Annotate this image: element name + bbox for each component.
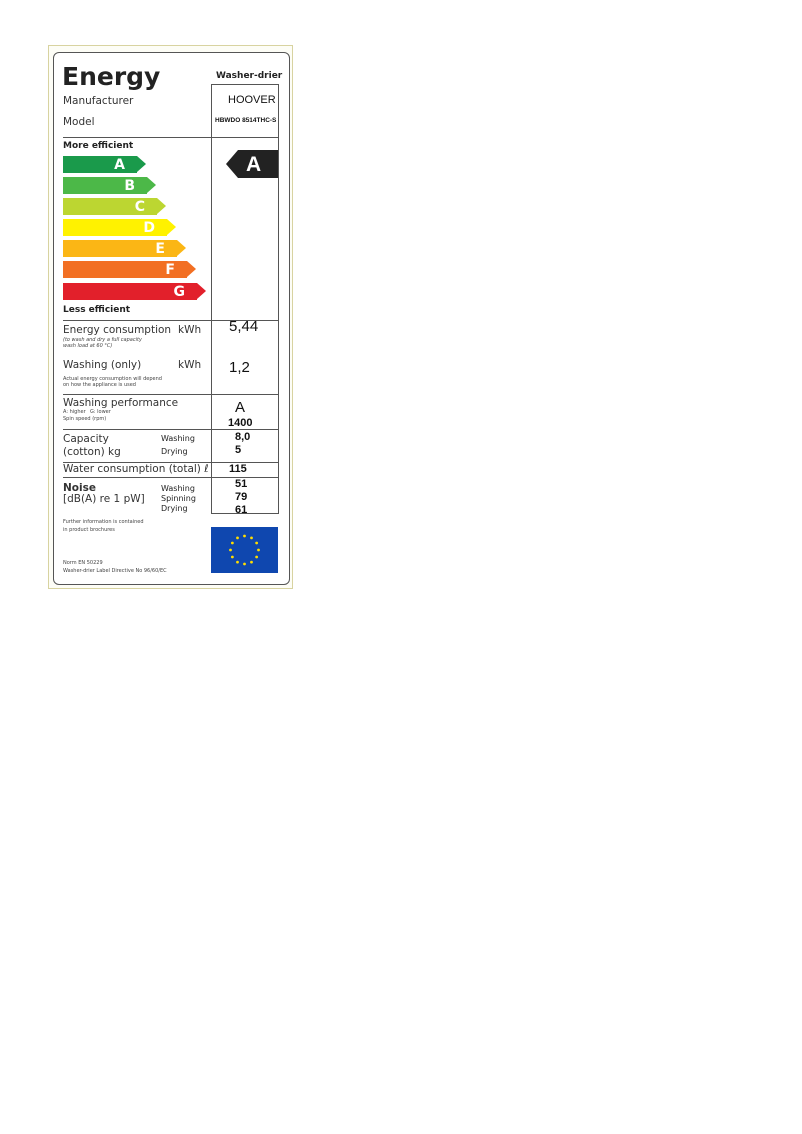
model-value: HBWDO 8514THC-S <box>215 117 277 124</box>
appliance-type: Washer-drier <box>216 71 283 81</box>
norm-text: Norm EN 50229 <box>63 560 103 566</box>
efficiency-bar-c: C <box>63 198 166 215</box>
noise-drying-label: Drying <box>161 504 188 513</box>
spin-label: Spin speed (rpm) <box>63 416 107 422</box>
washing-only-unit: kWh <box>178 359 202 371</box>
energy-note: (to wash and dry a full capacity <box>63 337 142 343</box>
noise-washing-value: 51 <box>235 478 248 490</box>
model-label: Model <box>63 116 95 128</box>
lower-note: G: lower <box>90 409 111 415</box>
label-title: Energy <box>62 62 161 91</box>
efficiency-class-letter: F <box>165 262 175 278</box>
energy-consumption-unit: kWh <box>178 324 202 336</box>
higher-note: A: higher <box>63 409 86 415</box>
energy-note: wash load at 60 °C) <box>63 343 113 349</box>
capacity-drying-value: 5 <box>235 444 242 456</box>
eu-flag-icon <box>211 527 278 573</box>
washing-performance-label: Washing performance <box>63 397 179 409</box>
efficiency-bar-d: D <box>63 219 176 236</box>
energy-consumption-label: Energy consumption <box>63 324 172 336</box>
noise-spinning-value: 79 <box>235 491 248 503</box>
efficiency-class-letter: A <box>114 157 125 173</box>
further-info: in product brochures <box>63 527 115 533</box>
water-consumption-label: Water consumption (total) ℓ <box>63 463 209 475</box>
spin-speed-value: 1400 <box>228 417 253 429</box>
washing-performance-value: A <box>235 399 246 416</box>
energy-consumption-value: 5,44 <box>229 318 259 335</box>
washing-only-value: 1,2 <box>229 359 250 376</box>
efficiency-bar-b: B <box>63 177 156 194</box>
energy-label <box>53 52 290 585</box>
washing-note: on how the appliance is used <box>63 382 136 388</box>
noise-unit: [dB(A) re 1 pW] <box>63 493 145 505</box>
efficiency-class-letter: D <box>143 220 155 236</box>
noise-washing-label: Washing <box>161 484 195 493</box>
capacity-label: Capacity <box>63 433 109 445</box>
efficiency-bar-e: E <box>63 240 186 257</box>
washing-only-label: Washing (only) <box>63 359 142 371</box>
capacity-washing-value: 8,0 <box>235 431 251 443</box>
capacity-washing-label: Washing <box>161 434 195 443</box>
manufacturer-value: HOOVER <box>228 94 276 106</box>
efficiency-bar-g: G <box>63 283 206 300</box>
noise-drying-value: 61 <box>235 504 248 516</box>
water-consumption-value: 115 <box>229 463 247 475</box>
capacity-drying-label: Drying <box>161 447 188 456</box>
noise-spinning-label: Spinning <box>161 494 196 503</box>
manufacturer-label: Manufacturer <box>63 95 134 107</box>
efficiency-class-letter: B <box>124 178 135 194</box>
more-efficient-label: More efficient <box>63 141 134 151</box>
rating-letter: A <box>246 153 262 176</box>
efficiency-class-letter: G <box>173 284 186 300</box>
less-efficient-label: Less efficient <box>63 305 131 315</box>
efficiency-bar-f: F <box>63 261 196 278</box>
capacity-unit: (cotton) kg <box>63 446 121 458</box>
directive-text: Washer-drier Label Directive No 96/60/EC <box>63 568 167 574</box>
further-info: Further information is contained <box>63 519 144 525</box>
noise-label: Noise <box>63 482 96 494</box>
efficiency-class-letter: C <box>134 199 145 215</box>
efficiency-bar-a: A <box>63 156 146 173</box>
washing-note: Actual energy consumption will depend <box>63 376 162 382</box>
rating-arrow: A <box>226 150 278 178</box>
efficiency-class-letter: E <box>155 241 165 257</box>
